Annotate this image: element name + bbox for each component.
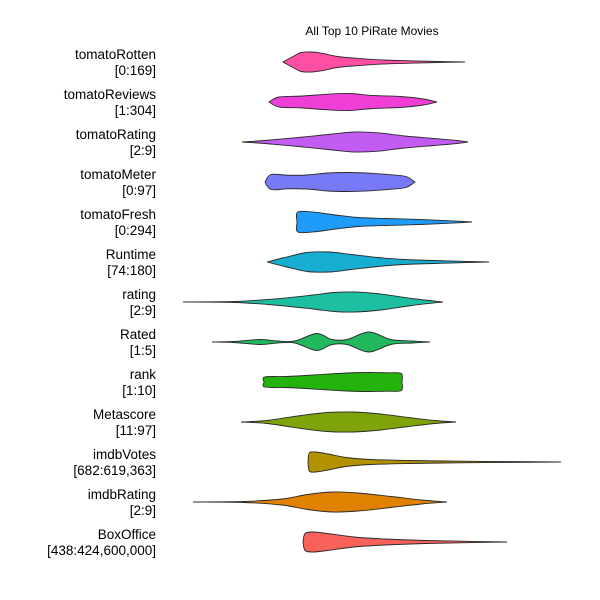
row-label: Runtime [74:180] [106,247,156,278]
row-label: rank [1:10] [122,367,156,398]
violin-imdbVotes [307,451,562,473]
row-label-range: [74:180] [107,263,156,278]
row-label-range: [682:619,363] [73,463,156,478]
violin-rank [262,372,403,392]
violin-rating [182,291,444,313]
row-label-range: [2:9] [130,303,156,318]
row-label: tomatoMeter [0:97] [80,167,156,198]
violin-Rated [211,331,431,353]
row-label-name: tomatoRating [76,127,156,142]
violin-Runtime [266,251,490,273]
row-label: imdbRating [2:9] [88,487,156,518]
violin-tomatoFresh [295,210,473,234]
row-label-range: [438:424,600,000] [47,543,156,558]
chart-title: All Top 10 PiRate Movies [305,24,438,38]
row-label-range: [0:97] [122,183,156,198]
row-label-range: [1:304] [115,103,156,118]
row-label-name: Runtime [106,247,156,262]
violin-imdbRating [192,491,448,513]
row-label-range: [2:9] [130,503,156,518]
row-label: BoxOffice [438:424,600,000] [47,527,156,558]
row-label: Rated [1:5] [120,327,156,358]
violin-tomatoRotten [282,51,466,73]
row-label-range: [0:294] [115,223,156,238]
row-label: Metascore [11:97] [93,407,156,438]
row-label-name: tomatoFresh [80,207,156,222]
row-label: tomatoReviews [1:304] [64,87,157,118]
row-label-range: [2:9] [130,143,156,158]
row-labels: tomatoRotten [0:169]tomatoReviews [1:304]t… [47,47,156,558]
row-label-name: Metascore [93,407,156,422]
row-label-name: tomatoMeter [80,167,156,182]
violin-tomatoRating [241,131,469,153]
row-label-range: [11:97] [116,423,156,438]
row-label: tomatoRating [2:9] [76,127,156,158]
row-label-name: imdbVotes [93,447,156,462]
row-label: tomatoRotten [0:169] [75,47,156,78]
row-label-name: BoxOffice [98,527,156,542]
row-label-range: [1:5] [130,343,156,358]
row-label-name: tomatoReviews [64,87,157,102]
row-label: imdbVotes [682:619,363] [73,447,156,478]
row-label: tomatoFresh [0:294] [80,207,156,238]
violins [182,51,562,553]
row-label-range: [0:169] [115,63,156,78]
row-label-range: [1:10] [122,383,156,398]
row-label-name: rating [122,287,156,302]
violin-Metascore [240,411,457,433]
row-label-name: rank [130,367,157,382]
row-label-name: Rated [120,327,156,342]
row-label-name: tomatoRotten [75,47,156,62]
violin-BoxOffice [302,531,508,553]
violin-tomatoReviews [267,92,438,112]
violin-tomatoMeter [264,172,416,192]
row-label-name: imdbRating [88,487,156,502]
row-label: rating [2:9] [122,287,156,318]
